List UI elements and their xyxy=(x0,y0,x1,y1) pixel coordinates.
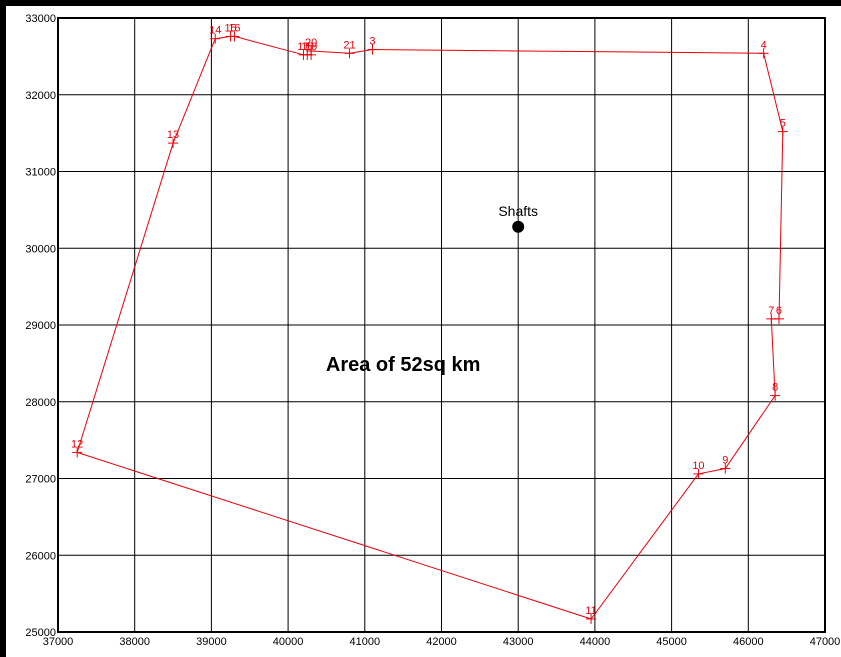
x-tick-label: 42000 xyxy=(426,636,457,648)
area-annotation: Area of 52sq km xyxy=(326,354,481,376)
x-tick-label: 45000 xyxy=(656,636,687,648)
point-label: 12 xyxy=(71,438,83,450)
point-label: 21 xyxy=(343,39,355,51)
x-tick-label: 39000 xyxy=(196,636,227,648)
tick-labels: 37000 38000 39000 40000 41000 42000 43000 44000… xyxy=(25,13,840,648)
boundary-point: 20 xyxy=(305,37,317,57)
point-label: 14 xyxy=(209,25,221,37)
boundary-point: 12 xyxy=(71,438,83,458)
boundary-point: 7 xyxy=(766,305,777,324)
point-label: 16 xyxy=(228,22,240,34)
boundary-point: 16 xyxy=(228,22,241,42)
boundary-point: 13 xyxy=(167,129,179,149)
boundary-point: 3 xyxy=(367,35,378,55)
shaft-marker xyxy=(512,220,525,233)
boundary-point: 21 xyxy=(343,39,356,59)
y-tick-label: 30000 xyxy=(25,243,56,255)
x-tick-label: 38000 xyxy=(119,636,150,648)
boundary-point: 11 xyxy=(585,605,597,624)
x-tick-label: 41000 xyxy=(350,636,381,648)
y-tick-label: 31000 xyxy=(25,167,56,179)
point-label: 17 xyxy=(297,41,309,53)
point-label: 7 xyxy=(768,305,774,317)
y-tick-label: 27000 xyxy=(25,474,56,486)
point-label: 20 xyxy=(305,37,317,49)
boundary-point: 14 xyxy=(209,25,221,44)
point-label: 3 xyxy=(369,35,375,47)
point-label: 5 xyxy=(780,118,786,130)
y-tick-label: 28000 xyxy=(25,397,56,409)
y-tick-label: 33000 xyxy=(25,13,56,25)
x-tick-label: 43000 xyxy=(503,636,534,648)
x-tick-label: 47000 xyxy=(810,636,841,648)
point-label: 11 xyxy=(585,605,596,617)
y-tick-label: 25000 xyxy=(25,627,56,639)
shaft-label: Shafts xyxy=(498,203,538,219)
boundary-point: 4 xyxy=(758,39,769,59)
x-tick-label: 44000 xyxy=(580,636,611,648)
boundary-point: 9 xyxy=(720,455,731,474)
point-label: 6 xyxy=(776,305,782,317)
point-label: 10 xyxy=(692,460,704,472)
left-border xyxy=(0,0,6,657)
point-label: 15 xyxy=(224,22,236,34)
point-label: 13 xyxy=(167,129,179,141)
y-tick-label: 32000 xyxy=(25,90,56,102)
x-tick-label: 40000 xyxy=(273,636,304,648)
y-tick-label: 26000 xyxy=(25,550,56,562)
point-label: 4 xyxy=(761,39,767,51)
boundary-point: 5 xyxy=(777,118,788,137)
y-tick-label: 29000 xyxy=(25,320,56,332)
boundary-point: 8 xyxy=(770,382,781,401)
top-border xyxy=(0,0,841,6)
point-label: 8 xyxy=(772,382,778,394)
x-tick-label: 37000 xyxy=(43,636,74,648)
boundary-point: 10 xyxy=(692,460,705,479)
plot-frame xyxy=(57,17,826,633)
annotations: Area of 52sq km Shafts xyxy=(326,203,538,376)
point-label: 18 xyxy=(301,41,313,53)
x-tick-label: 46000 xyxy=(733,636,764,648)
point-label: 9 xyxy=(722,455,728,467)
